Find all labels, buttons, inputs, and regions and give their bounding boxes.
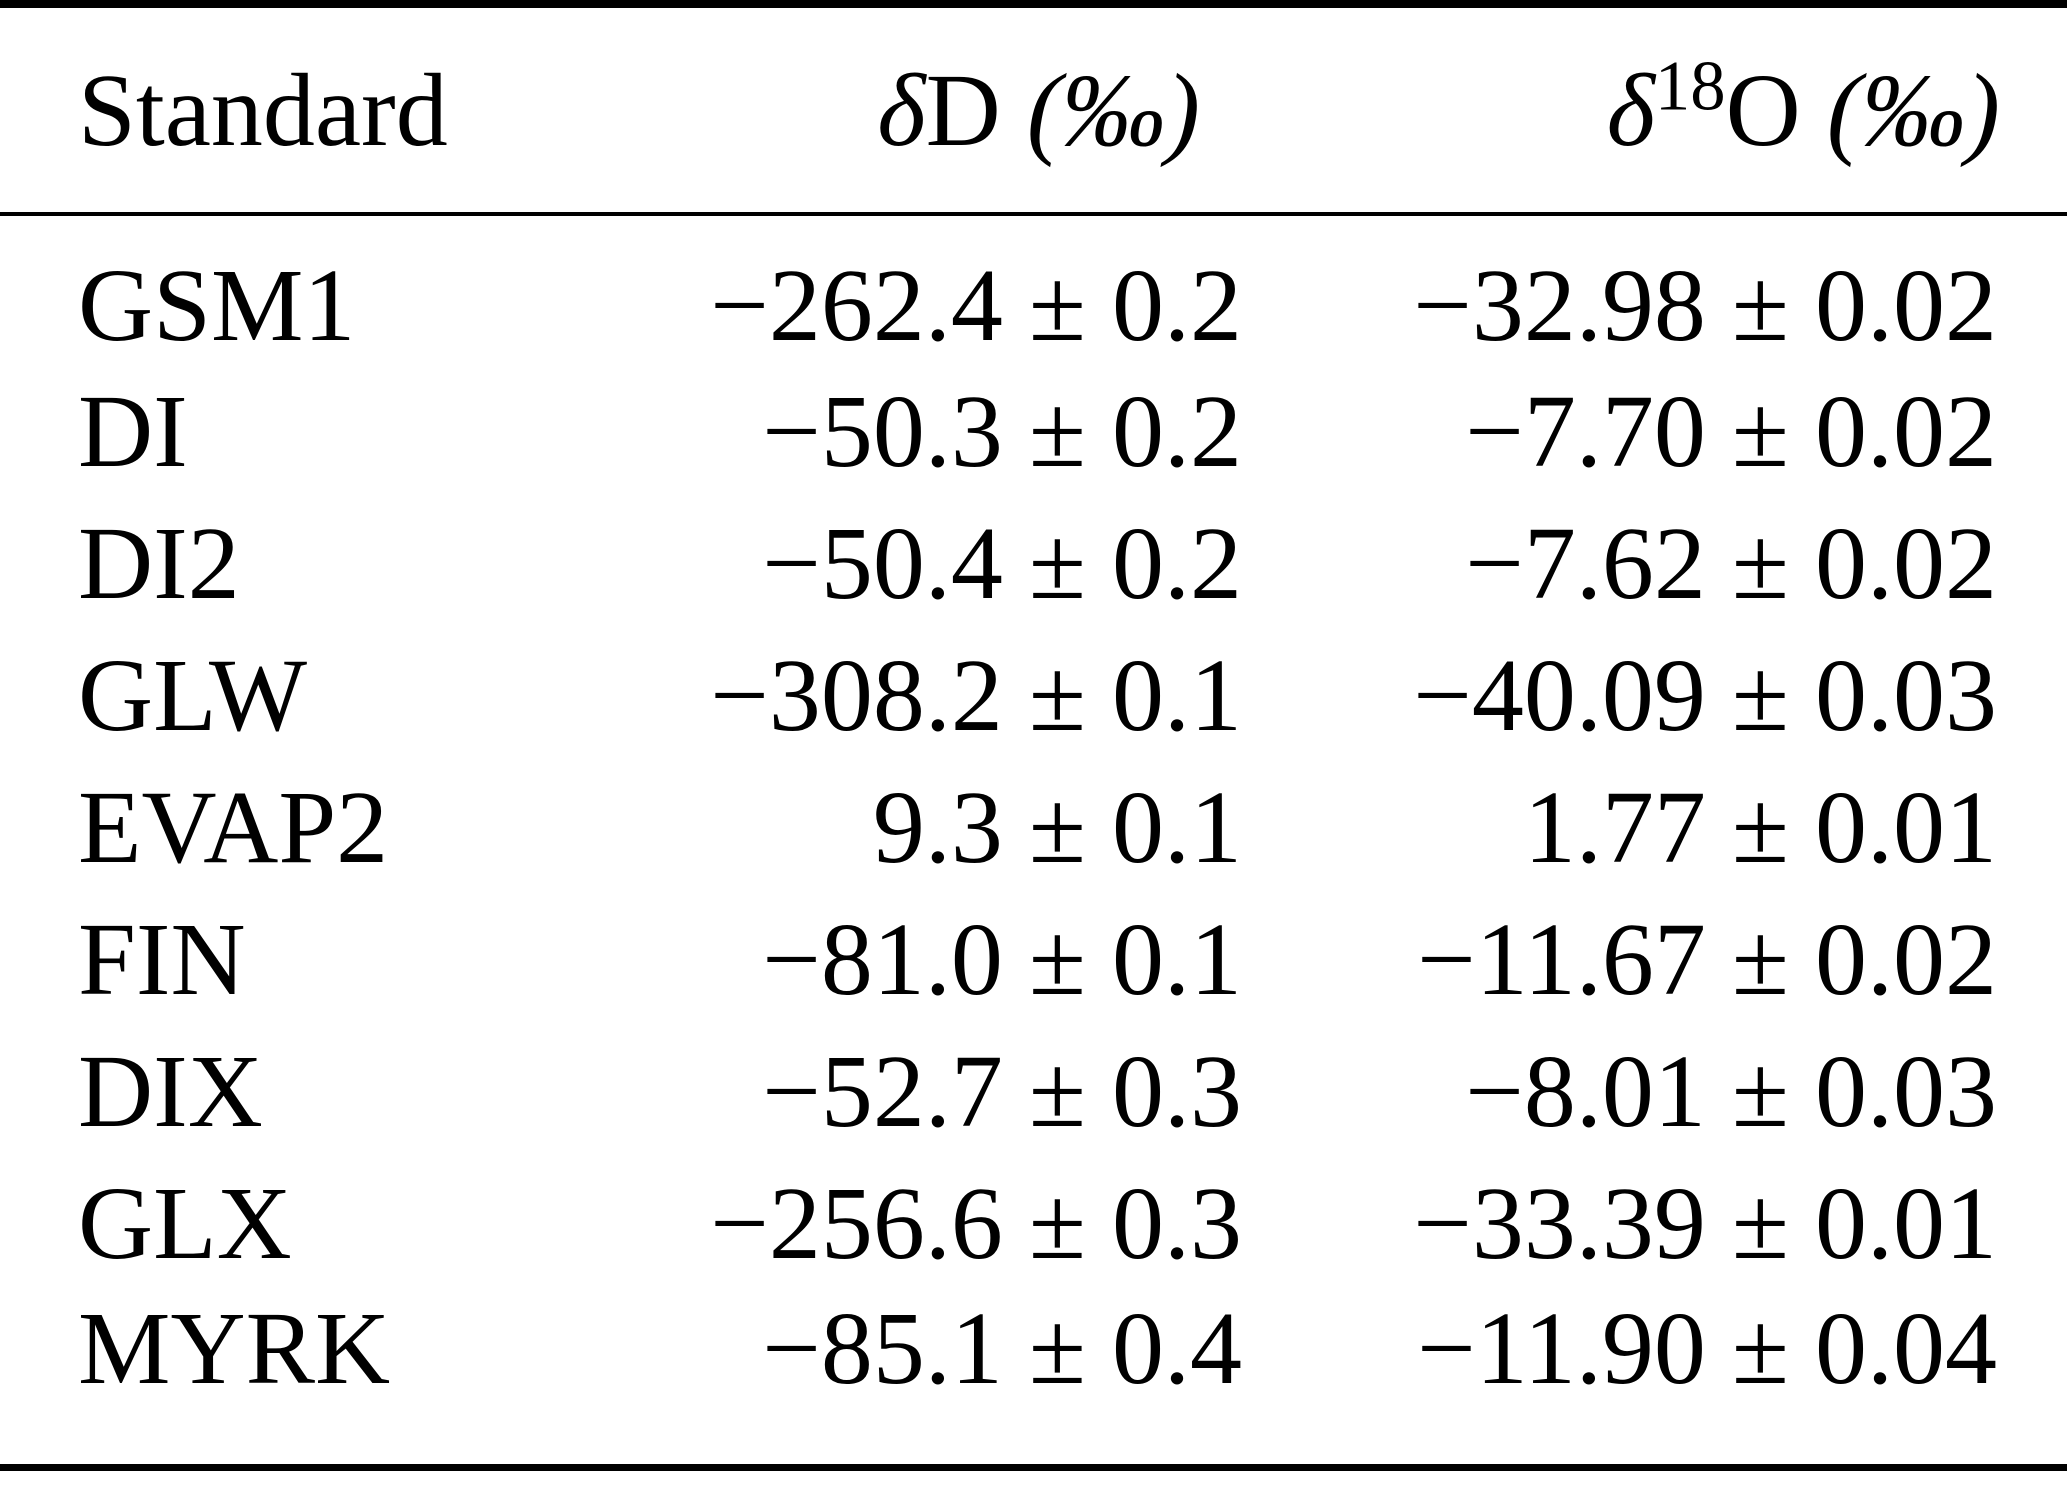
table-row: GSM1 −262.4 ± 0.2 −32.98 ± 0.02 <box>0 214 2067 365</box>
delta-18o-value: −11.90 ± 0.04 <box>1417 1291 1997 1406</box>
table-row: GLX −256.6 ± 0.3 −33.39 ± 0.01 <box>0 1157 2067 1289</box>
delta-18o-value: −40.09 ± 0.03 <box>1413 637 1997 753</box>
column-header-delta-d: δD (‰) <box>640 4 1250 216</box>
delta-18o-value: −33.39 ± 0.01 <box>1413 1165 1997 1281</box>
delta-d-value: −308.2 ± 0.1 <box>710 637 1242 753</box>
header-row: Standard δD (‰) δ18O (‰) <box>0 4 2067 216</box>
delta-d-value: −50.4 ± 0.2 <box>762 505 1242 621</box>
delta-d-value: −262.4 ± 0.2 <box>710 248 1242 363</box>
table-row: DIX −52.7 ± 0.3 −8.01 ± 0.03 <box>0 1025 2067 1157</box>
table-row: DI2 −50.4 ± 0.2 −7.62 ± 0.02 <box>0 497 2067 629</box>
standard-name: MYRK <box>78 1291 391 1406</box>
permil-unit: (‰) <box>1000 52 1200 168</box>
table-row: EVAP2 9.3 ± 0.1 1.77 ± 0.01 <box>0 761 2067 893</box>
delta-18o-value: −7.70 ± 0.02 <box>1465 373 1997 489</box>
standard-name: FIN <box>78 901 246 1017</box>
delta-d-value: −81.0 ± 0.1 <box>762 901 1242 1017</box>
table-header: Standard δD (‰) δ18O (‰) <box>0 4 2067 216</box>
delta-symbol: δ <box>1606 52 1655 168</box>
delta-d-value: 9.3 ± 0.1 <box>872 769 1242 885</box>
table-row: MYRK −85.1 ± 0.4 −11.90 ± 0.04 <box>0 1289 2067 1468</box>
delta-18o-value: −11.67 ± 0.02 <box>1417 901 1997 1017</box>
table-row: GLW −308.2 ± 0.1 −40.09 ± 0.03 <box>0 629 2067 761</box>
standard-name: DIX <box>78 1033 263 1149</box>
delta-18o-value: 1.77 ± 0.01 <box>1523 769 1997 885</box>
delta-18o-value: −32.98 ± 0.02 <box>1413 248 1997 363</box>
column-header-standard: Standard <box>0 4 640 216</box>
standard-name: EVAP2 <box>78 769 389 885</box>
element-symbol: D <box>925 52 1001 168</box>
delta-18o-value: −7.62 ± 0.02 <box>1465 505 1997 621</box>
standard-name: DI <box>78 373 188 489</box>
table-body: GSM1 −262.4 ± 0.2 −32.98 ± 0.02 DI −50.3… <box>0 214 2067 1468</box>
delta-18o-value: −8.01 ± 0.03 <box>1465 1033 1997 1149</box>
isotope-superscript: 18 <box>1654 46 1726 125</box>
column-header-delta-18o: δ18O (‰) <box>1250 4 2067 216</box>
delta-d-value: −52.7 ± 0.3 <box>762 1033 1242 1149</box>
element-symbol: O <box>1725 52 1801 168</box>
standard-name: GLX <box>78 1165 292 1281</box>
permil-unit: (‰) <box>1800 52 2000 168</box>
table-row: DI −50.3 ± 0.2 −7.70 ± 0.02 <box>0 365 2067 497</box>
standard-name: DI2 <box>78 505 240 621</box>
standard-name: GLW <box>78 637 308 753</box>
table-row: FIN −81.0 ± 0.1 −11.67 ± 0.02 <box>0 893 2067 1025</box>
delta-d-value: −256.6 ± 0.3 <box>710 1165 1242 1281</box>
standard-name: GSM1 <box>78 248 356 363</box>
delta-symbol: δ <box>877 52 926 168</box>
delta-d-value: −85.1 ± 0.4 <box>762 1291 1242 1406</box>
delta-d-value: −50.3 ± 0.2 <box>762 373 1242 489</box>
